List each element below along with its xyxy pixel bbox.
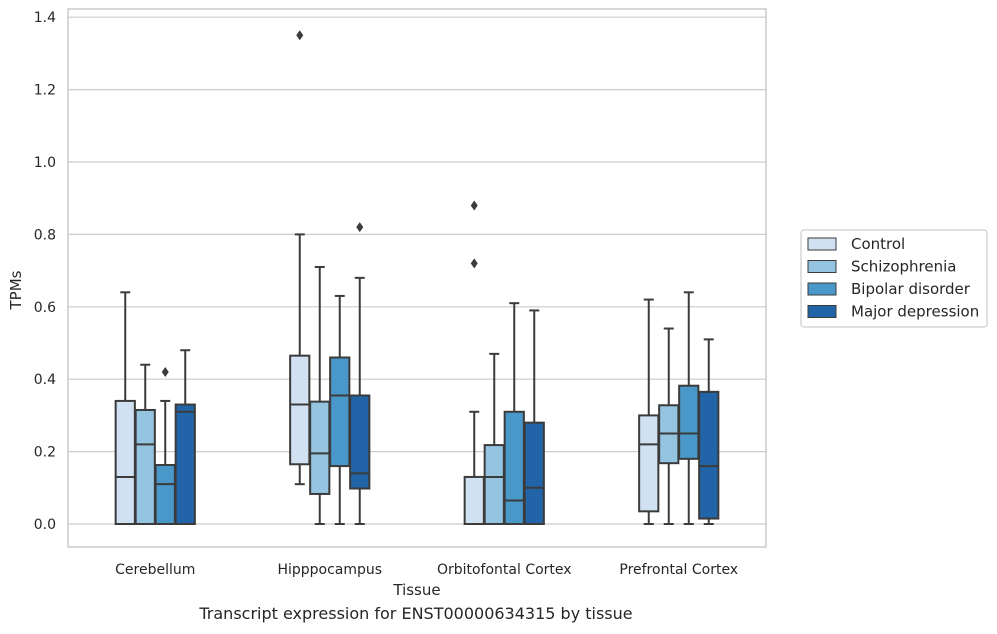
- box-rect: [154, 463, 176, 525]
- legend-frame: [800, 229, 988, 328]
- box-rect: [349, 394, 371, 490]
- box-2-3: [523, 309, 545, 526]
- x-tick-label: Cerebellum: [115, 562, 195, 578]
- y-tick-label: 0.0: [34, 517, 56, 533]
- legend-label: Bipolar disorder: [851, 280, 971, 298]
- box-0-2: [154, 366, 176, 525]
- box-1-0: [289, 30, 311, 486]
- y-tick-label: 0.6: [34, 300, 56, 316]
- box-rect: [638, 414, 660, 513]
- box-rect: [483, 444, 505, 526]
- box-rect: [698, 390, 720, 520]
- box-rect: [309, 400, 331, 495]
- box-3-3: [698, 338, 720, 525]
- box-0-3: [174, 349, 196, 526]
- legend-label: Major depression: [851, 303, 979, 321]
- y-tick-label: 1.0: [34, 155, 56, 171]
- x-tick-label: Prefrontal Cortex: [619, 562, 738, 578]
- box-rect: [523, 421, 545, 526]
- box-2-0: [463, 200, 485, 526]
- x-axis-label: Tissue: [392, 581, 440, 599]
- legend-swatch: [807, 282, 837, 296]
- box-1-3: [349, 222, 371, 525]
- legend: Control Schizophrenia Bipolar disorder Majo…: [800, 229, 988, 328]
- y-tick-label: 1.4: [34, 10, 56, 26]
- plot-frame: [67, 8, 767, 548]
- box-rect: [678, 384, 700, 460]
- box-rect: [134, 408, 156, 525]
- legend-label: Control: [851, 235, 905, 253]
- box-rect: [329, 356, 351, 468]
- outlier-point: [470, 258, 478, 269]
- outlier-point: [296, 30, 304, 41]
- legend-swatch: [807, 260, 837, 273]
- x-tick-label: Orbitofontal Cortex: [437, 562, 572, 578]
- box-rect: [289, 354, 311, 466]
- y-tick-label: 0.2: [34, 445, 56, 461]
- y-tick-label: 0.4: [34, 372, 56, 388]
- box-3-1: [658, 327, 680, 525]
- outlier-point: [161, 366, 169, 377]
- box-rect: [463, 475, 485, 526]
- outlier-point: [356, 222, 364, 233]
- chart-caption: Transcript expression for ENST0000063431…: [199, 604, 633, 623]
- legend-swatch: [807, 305, 837, 318]
- box-1-1: [309, 265, 331, 525]
- box-3-0: [638, 298, 660, 525]
- y-tick-label: 1.2: [34, 83, 56, 99]
- box-3-2: [678, 291, 700, 525]
- box-rect: [503, 410, 525, 525]
- y-tick-label: 0.8: [34, 227, 56, 243]
- box-2-2: [503, 302, 525, 525]
- box-rect: [114, 399, 136, 526]
- legend-label: Schizophrenia: [851, 258, 956, 276]
- x-tick-label: Hipppocampus: [277, 562, 382, 578]
- legend-swatch: [807, 237, 837, 251]
- box-1-2: [329, 294, 351, 525]
- y-axis-label: TPMs: [7, 270, 25, 310]
- box-rect: [174, 403, 196, 526]
- outlier-point: [470, 200, 478, 211]
